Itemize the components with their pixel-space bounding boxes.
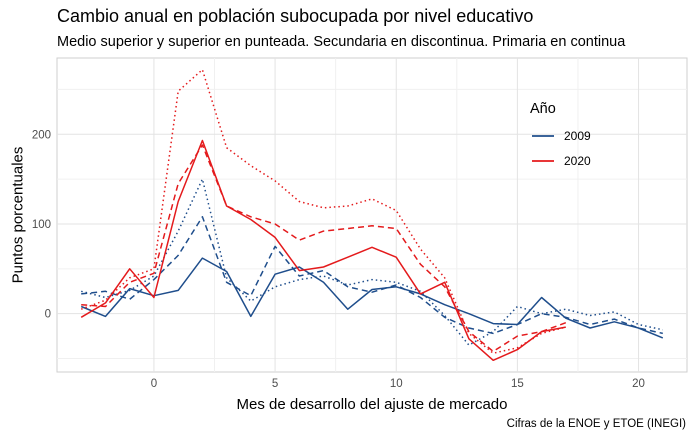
legend-title: Año xyxy=(530,101,556,117)
x-tick-label: 10 xyxy=(390,378,403,390)
x-tick-label: 15 xyxy=(511,378,524,390)
y-tick-label: 0 xyxy=(45,309,51,321)
chart-title: Cambio anual en población subocupada por… xyxy=(57,6,534,26)
chart-caption: Cifras de la ENOE y ETOE (INEGI) xyxy=(506,418,686,430)
series-lines xyxy=(80,68,664,362)
series-line-2009-dashed xyxy=(81,216,663,335)
y-tick-label: 200 xyxy=(32,129,51,141)
legend-label-2020: 2020 xyxy=(564,154,591,168)
x-tick-label: 5 xyxy=(272,378,278,390)
series-line-2009-solid xyxy=(80,257,664,339)
plot-panel xyxy=(56,57,688,373)
y-tick-label: 100 xyxy=(32,219,51,231)
series-line-2020-dotted xyxy=(80,68,566,354)
x-tick-label: 0 xyxy=(151,378,157,390)
series-line-2020-solid xyxy=(80,139,566,362)
gridlines xyxy=(57,58,687,372)
legend: Año 2009 2020 xyxy=(530,101,591,168)
x-tick-label: 20 xyxy=(632,378,645,390)
x-axis-label: Mes de desarrollo del ajuste de mercado xyxy=(236,396,508,413)
y-axis-label: Puntos porcentuales xyxy=(9,146,27,284)
legend-label-2009: 2009 xyxy=(564,129,591,143)
chart-subtitle: Medio superior y superior en punteada. S… xyxy=(57,34,626,50)
series-line-2020-dashed xyxy=(81,144,567,353)
series-line-2009-dotted xyxy=(81,178,663,346)
